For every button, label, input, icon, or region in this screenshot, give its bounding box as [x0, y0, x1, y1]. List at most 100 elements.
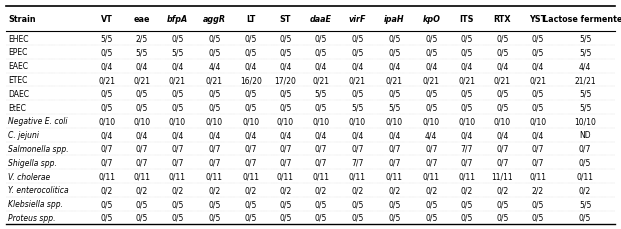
- Text: 0/4: 0/4: [461, 62, 473, 71]
- Text: 0/7: 0/7: [579, 144, 591, 153]
- Text: 0/5: 0/5: [245, 103, 257, 112]
- Text: 0/2: 0/2: [315, 185, 327, 195]
- Text: 0/7: 0/7: [315, 144, 327, 153]
- Text: 0/7: 0/7: [461, 158, 473, 167]
- Text: 0/4: 0/4: [532, 62, 544, 71]
- Text: 0/5: 0/5: [245, 89, 257, 98]
- Text: 0/21: 0/21: [349, 76, 366, 85]
- Text: 0/2: 0/2: [171, 185, 184, 195]
- Text: 4/4: 4/4: [208, 62, 220, 71]
- Text: 0/7: 0/7: [315, 158, 327, 167]
- Text: 0/7: 0/7: [245, 144, 257, 153]
- Text: ST: ST: [279, 15, 291, 24]
- Text: 0/5: 0/5: [279, 103, 292, 112]
- Text: 0/4: 0/4: [245, 131, 257, 140]
- Text: Salmonella spp.: Salmonella spp.: [8, 144, 69, 153]
- Text: 0/4: 0/4: [351, 62, 363, 71]
- Text: 0/5: 0/5: [279, 89, 292, 98]
- Text: LT: LT: [246, 15, 255, 24]
- Text: Strain: Strain: [8, 15, 35, 24]
- Text: 0/5: 0/5: [388, 213, 401, 222]
- Text: 0/7: 0/7: [532, 144, 544, 153]
- Text: 0/7: 0/7: [208, 158, 220, 167]
- Text: 0/5: 0/5: [351, 89, 363, 98]
- Text: 0/5: 0/5: [351, 199, 363, 208]
- Text: 0/5: 0/5: [135, 103, 148, 112]
- Text: 5/5: 5/5: [171, 48, 184, 57]
- Text: 0/2: 0/2: [351, 185, 363, 195]
- Text: 0/4: 0/4: [101, 62, 113, 71]
- Text: 5/5: 5/5: [135, 48, 148, 57]
- Text: 0/7: 0/7: [171, 144, 184, 153]
- Text: 0/5: 0/5: [461, 199, 473, 208]
- Text: 5/5: 5/5: [388, 103, 401, 112]
- Text: 5/5: 5/5: [579, 48, 591, 57]
- Text: 5/5: 5/5: [579, 103, 591, 112]
- Text: 0/5: 0/5: [245, 213, 257, 222]
- Text: 17/20: 17/20: [274, 76, 296, 85]
- Text: 0/5: 0/5: [425, 213, 437, 222]
- Text: 5/5: 5/5: [579, 89, 591, 98]
- Text: 0/5: 0/5: [315, 199, 327, 208]
- Text: 0/5: 0/5: [388, 34, 401, 44]
- Text: 0/5: 0/5: [532, 48, 544, 57]
- Text: virF: virF: [348, 15, 366, 24]
- Text: 0/4: 0/4: [351, 131, 363, 140]
- Text: 0/5: 0/5: [425, 48, 437, 57]
- Text: 0/10: 0/10: [242, 117, 259, 126]
- Text: 0/5: 0/5: [425, 103, 437, 112]
- Text: 5/5: 5/5: [351, 103, 363, 112]
- Text: 0/11: 0/11: [349, 172, 366, 181]
- Text: 0/5: 0/5: [425, 89, 437, 98]
- Text: 0/5: 0/5: [425, 199, 437, 208]
- Text: 0/5: 0/5: [579, 158, 591, 167]
- Text: 0/21: 0/21: [169, 76, 186, 85]
- Text: C. jejuni: C. jejuni: [8, 131, 39, 140]
- Text: 0/11: 0/11: [386, 172, 403, 181]
- Text: EPEC: EPEC: [8, 48, 27, 57]
- Text: 0/2: 0/2: [388, 185, 401, 195]
- Text: 0/7: 0/7: [245, 158, 257, 167]
- Text: 0/2: 0/2: [101, 185, 113, 195]
- Text: 0/5: 0/5: [279, 213, 292, 222]
- Text: 0/4: 0/4: [135, 131, 148, 140]
- Text: 0/2: 0/2: [461, 185, 473, 195]
- Text: 5/5: 5/5: [579, 34, 591, 44]
- Text: 0/2: 0/2: [279, 185, 292, 195]
- Text: EAEC: EAEC: [8, 62, 28, 71]
- Text: 0/5: 0/5: [496, 89, 509, 98]
- Text: 0/5: 0/5: [388, 89, 401, 98]
- Text: 0/11: 0/11: [206, 172, 223, 181]
- Text: 0/21: 0/21: [206, 76, 223, 85]
- Text: 0/2: 0/2: [245, 185, 256, 195]
- Text: aggR: aggR: [203, 15, 226, 24]
- Text: 0/10: 0/10: [134, 117, 150, 126]
- Text: 0/5: 0/5: [496, 213, 509, 222]
- Text: 0/10: 0/10: [458, 117, 476, 126]
- Text: 0/7: 0/7: [279, 144, 292, 153]
- Text: ipaH: ipaH: [384, 15, 405, 24]
- Text: bfpA: bfpA: [167, 15, 188, 24]
- Text: 0/5: 0/5: [532, 103, 544, 112]
- Text: 0/5: 0/5: [496, 103, 509, 112]
- Text: 0/5: 0/5: [135, 213, 148, 222]
- Text: 0/11: 0/11: [312, 172, 330, 181]
- Text: 0/5: 0/5: [208, 199, 220, 208]
- Text: 0/4: 0/4: [171, 131, 184, 140]
- Text: 0/7: 0/7: [279, 158, 292, 167]
- Text: 5/5: 5/5: [101, 34, 113, 44]
- Text: V. cholerae: V. cholerae: [8, 172, 50, 181]
- Text: 0/5: 0/5: [171, 34, 184, 44]
- Text: 4/4: 4/4: [579, 62, 591, 71]
- Text: 0/7: 0/7: [388, 158, 401, 167]
- Text: eae: eae: [134, 15, 150, 24]
- Text: 0/5: 0/5: [496, 34, 509, 44]
- Text: 0/7: 0/7: [351, 144, 363, 153]
- Text: 0/5: 0/5: [279, 34, 292, 44]
- Text: 0/10: 0/10: [494, 117, 511, 126]
- Text: Y. enterocolitica: Y. enterocolitica: [8, 185, 69, 195]
- Text: 0/7: 0/7: [532, 158, 544, 167]
- Text: 0/5: 0/5: [315, 34, 327, 44]
- Text: 0/21: 0/21: [386, 76, 403, 85]
- Text: 0/5: 0/5: [388, 48, 401, 57]
